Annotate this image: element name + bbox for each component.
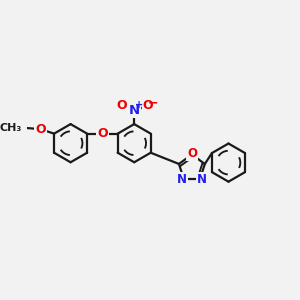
Text: O: O — [187, 147, 197, 160]
Text: O: O — [116, 99, 127, 112]
Text: N: N — [177, 173, 187, 186]
Text: O: O — [35, 123, 46, 136]
Text: N: N — [197, 173, 207, 186]
Text: N: N — [129, 104, 140, 117]
Text: +: + — [135, 100, 143, 110]
Text: O: O — [142, 99, 153, 112]
Text: O: O — [97, 127, 108, 140]
Text: CH₃: CH₃ — [0, 123, 21, 133]
Text: −: − — [148, 97, 158, 110]
